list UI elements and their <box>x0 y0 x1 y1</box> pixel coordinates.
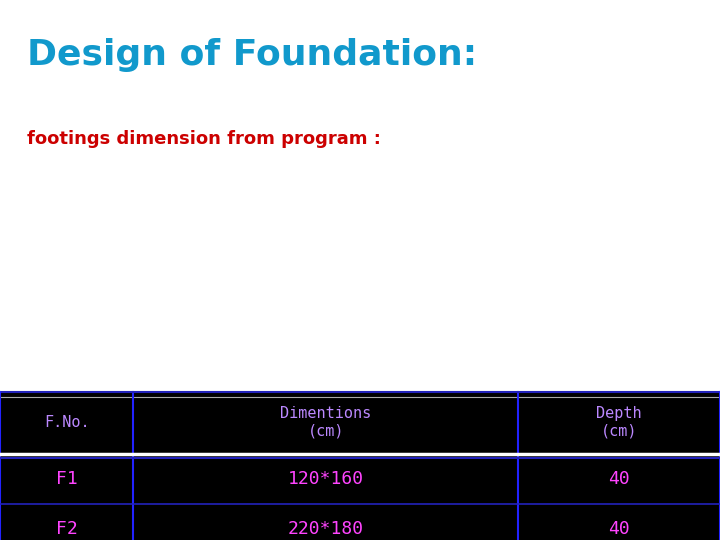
Text: F2: F2 <box>55 520 78 538</box>
Text: Design of Foundation:: Design of Foundation: <box>27 38 477 72</box>
Text: 40: 40 <box>608 470 630 488</box>
Bar <box>0 392 720 540</box>
Text: Depth
(cm): Depth (cm) <box>596 406 642 438</box>
Text: 40: 40 <box>608 520 630 538</box>
Text: Dimentions
(cm): Dimentions (cm) <box>280 406 372 438</box>
Text: F1: F1 <box>55 470 78 488</box>
Text: F.No.: F.No. <box>44 415 89 430</box>
Text: 220*180: 220*180 <box>288 520 364 538</box>
Text: 120*160: 120*160 <box>288 470 364 488</box>
Text: footings dimension from program :: footings dimension from program : <box>27 130 381 147</box>
